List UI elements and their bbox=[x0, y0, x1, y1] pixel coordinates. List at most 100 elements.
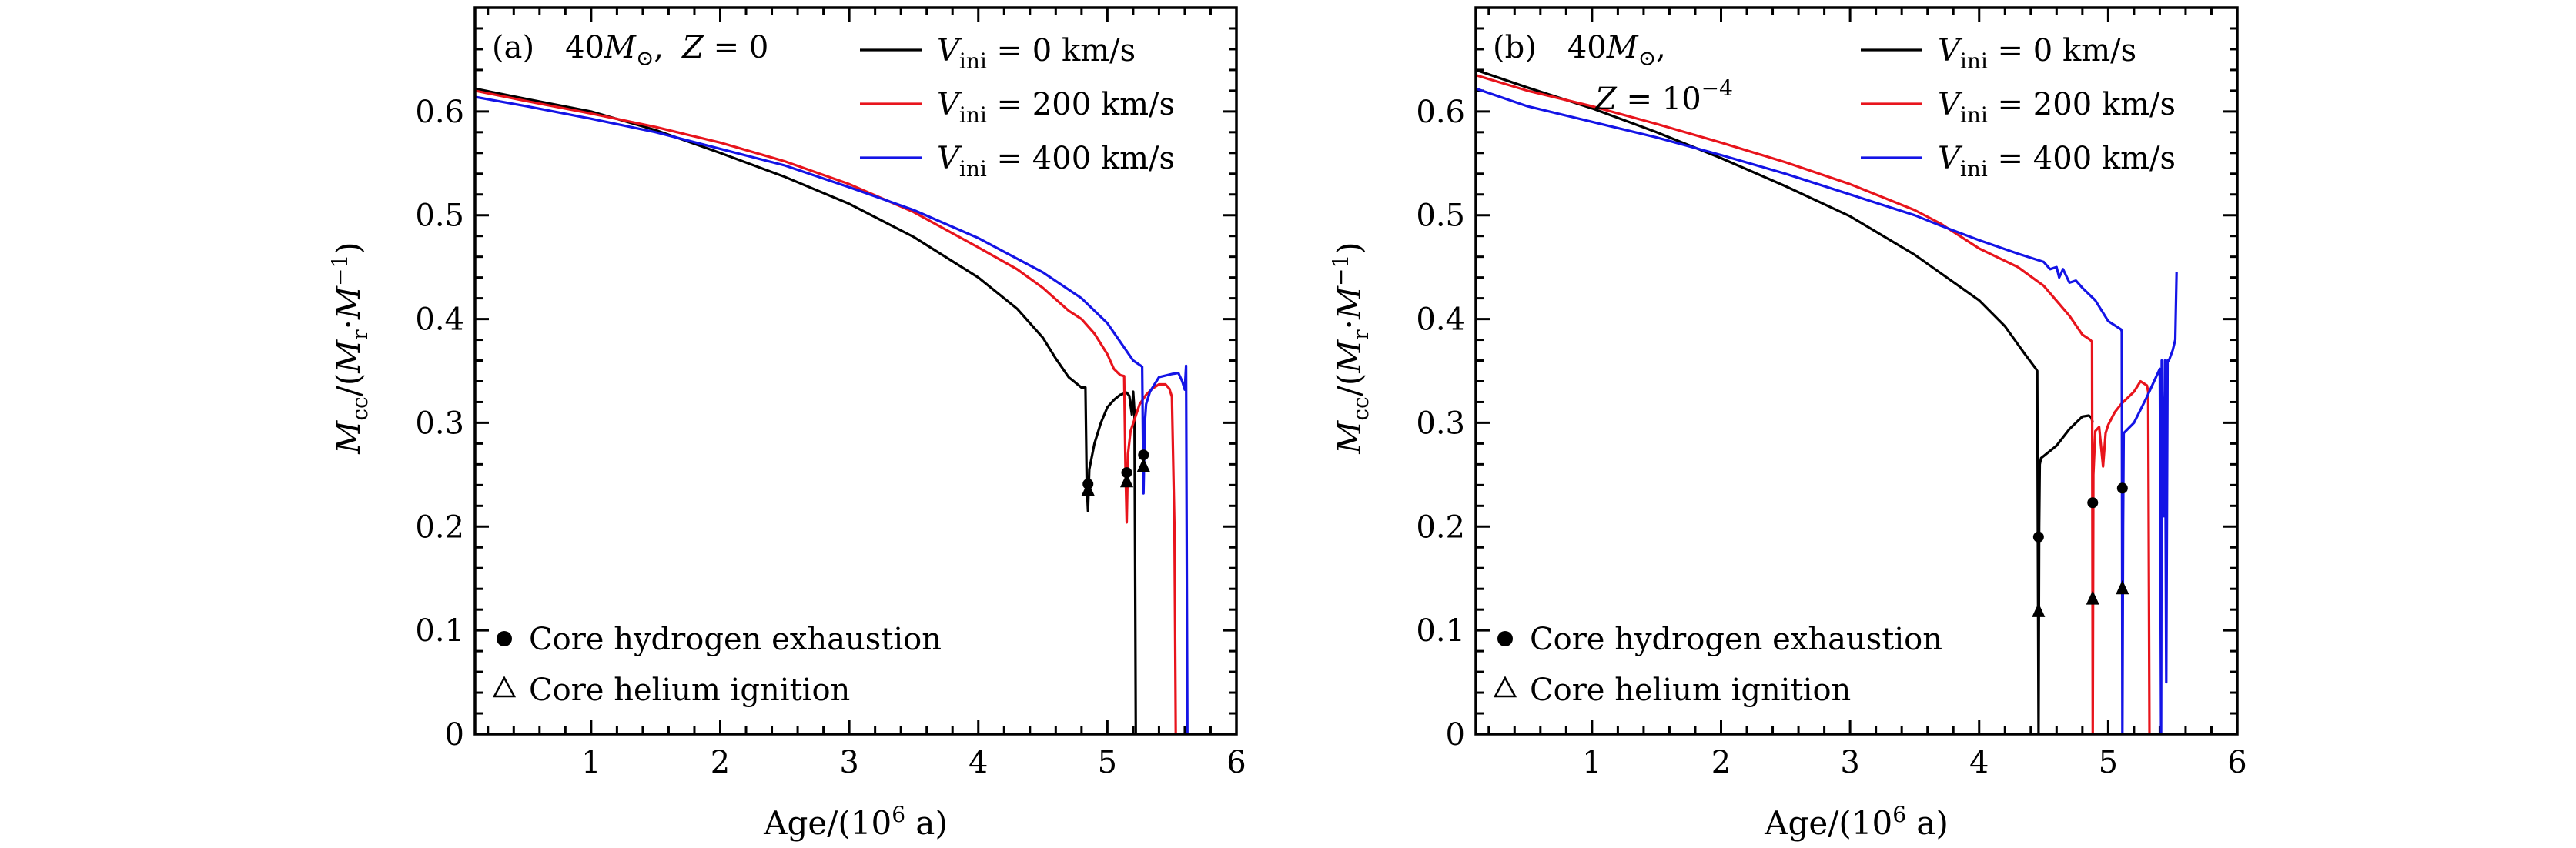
y-axis-label: Mcc/(Mr·M−1) bbox=[1328, 242, 1373, 454]
text-part: , bbox=[654, 30, 664, 65]
text-part: = 0 km/s bbox=[1988, 33, 2136, 68]
text-part: V bbox=[1938, 33, 1963, 68]
y-tick-label: 0.5 bbox=[1416, 199, 1465, 234]
y-axis-label: Mcc/(Mr·M−1) bbox=[327, 242, 373, 454]
text-part: V bbox=[937, 87, 962, 122]
series-line-v200 bbox=[1476, 74, 2151, 734]
x-tick-label: 1 bbox=[581, 745, 601, 780]
text-part: ini bbox=[1960, 48, 1988, 74]
text-part: r bbox=[347, 329, 373, 340]
series-line-v0 bbox=[1476, 68, 2094, 734]
helium-ignition-marker bbox=[2116, 579, 2129, 595]
text-part: Z bbox=[681, 30, 704, 65]
legend-hydrogen-exhaustion: Core hydrogen exhaustion bbox=[529, 622, 942, 657]
y-tick-label: 0.3 bbox=[1416, 406, 1465, 441]
y-tick-label: 0.3 bbox=[415, 406, 464, 441]
text-part: ) bbox=[1330, 242, 1368, 254]
y-tick-label: 0.6 bbox=[1416, 95, 1465, 130]
text-part: M bbox=[330, 285, 367, 320]
text-part: Age/(10 bbox=[1764, 804, 1892, 842]
text-part: r bbox=[1348, 329, 1373, 340]
x-tick-label: 2 bbox=[711, 745, 730, 780]
helium-ignition-marker bbox=[1081, 481, 1095, 496]
y-tick-label: 0.1 bbox=[1416, 613, 1465, 649]
plot-frame bbox=[1474, 6, 2239, 736]
text-part: ini bbox=[959, 102, 987, 128]
y-tick-label: 0.6 bbox=[415, 95, 464, 130]
panel-title: (a) 40M⊙, Z = 0 bbox=[492, 30, 768, 71]
x-tick-label: 1 bbox=[1582, 745, 1601, 780]
text-part: −4 bbox=[1701, 75, 1733, 101]
x-axis-label: Age/(106 a) bbox=[763, 802, 948, 842]
text-part: V bbox=[937, 141, 962, 176]
panel-title-metallicity: Z = 10−4 bbox=[1594, 75, 1733, 117]
legend-circle-icon bbox=[1497, 631, 1513, 646]
series-line-v0 bbox=[475, 87, 1137, 734]
text-part: M bbox=[330, 420, 367, 455]
text-part: 6 bbox=[1892, 802, 1906, 827]
text-part: = 200 km/s bbox=[1988, 87, 2176, 122]
text-part: ini bbox=[959, 48, 987, 74]
text-part: V bbox=[937, 33, 962, 68]
text-part: M bbox=[604, 30, 637, 65]
legend-entry: Vini = 400 km/s bbox=[937, 141, 1175, 182]
text-part: M bbox=[1606, 30, 1639, 65]
legend-triangle-icon bbox=[492, 676, 517, 698]
text-part: cc bbox=[1348, 396, 1373, 420]
legend-triangle-icon bbox=[1493, 676, 1517, 698]
text-part: = 0 bbox=[704, 30, 768, 65]
hydrogen-exhaustion-marker bbox=[2032, 531, 2044, 543]
text-part: 6 bbox=[892, 802, 905, 827]
series-line-v200 bbox=[475, 89, 1177, 734]
legend-entry: Vini = 0 km/s bbox=[1938, 33, 2136, 74]
legend-entry: Vini = 200 km/s bbox=[937, 87, 1175, 128]
y-tick-label: 0.2 bbox=[415, 509, 464, 545]
text-part: −1 bbox=[327, 255, 353, 286]
text-part: ) bbox=[330, 242, 367, 254]
x-tick-label: 4 bbox=[1969, 745, 1989, 780]
text-part: = 200 km/s bbox=[987, 87, 1175, 122]
y-tick-label: 0.5 bbox=[415, 199, 464, 234]
text-part: −1 bbox=[1328, 255, 1353, 286]
text-part: M bbox=[1330, 420, 1368, 455]
hydrogen-exhaustion-marker bbox=[2087, 497, 2099, 509]
text-part: /( bbox=[1330, 373, 1368, 397]
series-line-v400 bbox=[1476, 87, 2178, 734]
text-part: M bbox=[330, 339, 367, 374]
x-tick-label: 2 bbox=[1711, 745, 1731, 780]
x-tick-label: 6 bbox=[1226, 745, 1246, 780]
hydrogen-exhaustion-marker bbox=[1138, 449, 1149, 461]
legend-entry: Vini = 400 km/s bbox=[1938, 141, 2176, 182]
y-tick-label: 0 bbox=[445, 717, 464, 753]
series-group bbox=[1476, 68, 2178, 734]
x-tick-label: 3 bbox=[1840, 745, 1859, 780]
text-part: a) bbox=[905, 804, 948, 842]
text-part: ini bbox=[1960, 102, 1988, 128]
legend-helium-ignition: Core helium ignition bbox=[1530, 673, 1851, 708]
text-part: ⊙ bbox=[636, 45, 654, 71]
x-axis-label: Age/(106 a) bbox=[1764, 802, 1949, 842]
legend-entry: Vini = 200 km/s bbox=[1938, 87, 2176, 128]
x-tick-label: 5 bbox=[2099, 745, 2118, 780]
text-part: · bbox=[330, 319, 367, 329]
text-part: · bbox=[1330, 319, 1368, 329]
series-group bbox=[475, 87, 1189, 734]
x-tick-label: 5 bbox=[1098, 745, 1117, 780]
plot-frame bbox=[473, 6, 1238, 736]
legend-entry: Vini = 0 km/s bbox=[937, 33, 1136, 74]
legend-helium-ignition: Core helium ignition bbox=[529, 673, 850, 708]
text-part: M bbox=[1330, 339, 1368, 374]
text-part: 40 bbox=[565, 30, 604, 65]
y-tick-label: 0.4 bbox=[415, 302, 464, 338]
helium-ignition-marker bbox=[1136, 457, 1150, 472]
x-tick-label: 4 bbox=[969, 745, 988, 780]
text-part: ini bbox=[959, 156, 987, 182]
hydrogen-exhaustion-marker bbox=[1121, 467, 1132, 479]
text-part: V bbox=[1938, 87, 1963, 122]
x-tick-label: 6 bbox=[2227, 745, 2246, 780]
y-tick-label: 0 bbox=[1446, 717, 1465, 753]
text-part: V bbox=[1938, 141, 1963, 176]
y-tick-label: 0.4 bbox=[1416, 302, 1465, 338]
